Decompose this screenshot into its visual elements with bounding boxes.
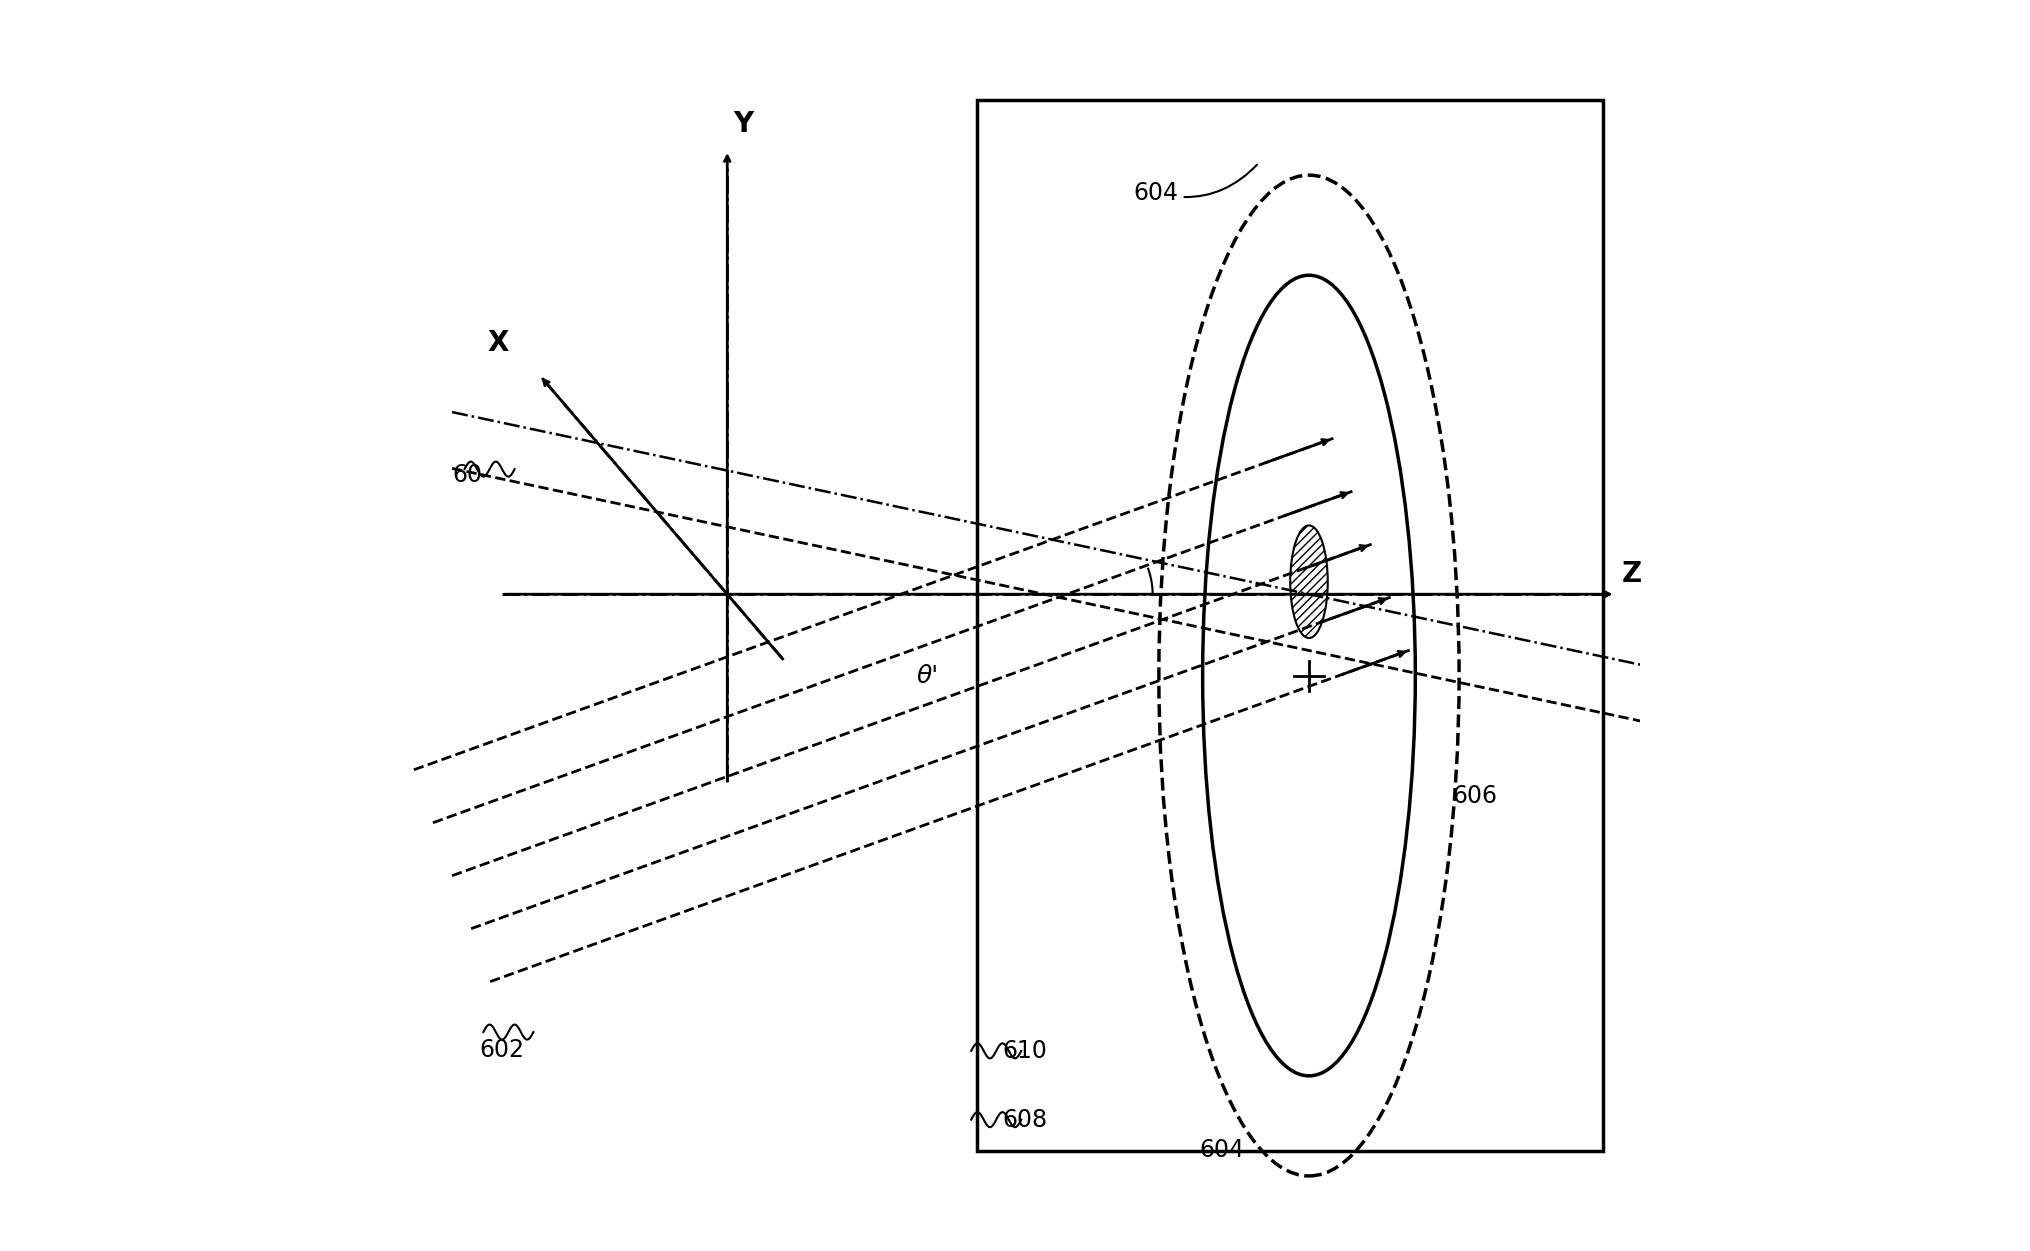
Text: Y: Y	[733, 110, 753, 138]
Text: Z: Z	[1622, 560, 1642, 588]
Text: θ': θ'	[916, 663, 938, 688]
Text: 60: 60	[453, 463, 481, 488]
Text: 604: 604	[1135, 165, 1257, 205]
Text: 608: 608	[1003, 1107, 1047, 1132]
Text: 602: 602	[479, 1038, 524, 1062]
Bar	[978, 100, 1604, 1151]
Text: X: X	[487, 329, 508, 357]
Text: 610: 610	[1003, 1038, 1047, 1063]
Text: 606: 606	[1453, 783, 1498, 808]
Text: 604: 604	[1200, 1138, 1244, 1162]
Ellipse shape	[1202, 275, 1415, 1076]
